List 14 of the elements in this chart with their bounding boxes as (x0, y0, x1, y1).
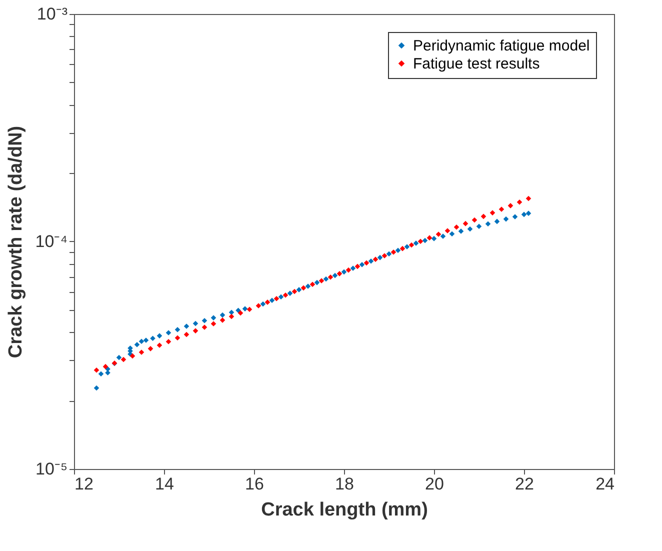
y-tick-label: 10⁻³ (36, 4, 68, 24)
x-tick-label: 18 (335, 474, 354, 494)
x-tick-label: 12 (74, 474, 94, 494)
x-tick-label: 20 (425, 474, 444, 494)
y-tick-label: 10⁻⁵ (36, 460, 68, 478)
y-axis-title: Crack growth rate (da/dN) (5, 126, 26, 358)
legend-label: Peridynamic fatigue model (413, 38, 590, 54)
y-tick-label: 10⁻⁴ (35, 232, 68, 251)
legend-label: Fatigue test results (413, 56, 540, 72)
x-tick-label: 16 (245, 474, 264, 494)
x-tick-label: 14 (155, 474, 174, 494)
x-axis-title: Crack length (mm) (261, 500, 428, 520)
x-tick-label: 24 (596, 474, 614, 494)
x-tick-label: 22 (515, 474, 534, 494)
